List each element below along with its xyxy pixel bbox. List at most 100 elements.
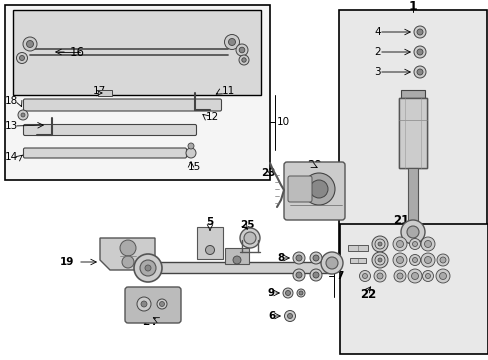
Bar [407,168,417,223]
Text: 13: 13 [5,121,18,131]
Circle shape [325,257,337,269]
Text: 14: 14 [5,152,18,162]
Circle shape [283,288,292,298]
Circle shape [157,299,167,309]
Circle shape [309,252,321,264]
Text: 24: 24 [142,317,156,327]
Circle shape [408,238,420,249]
Circle shape [422,270,433,282]
Circle shape [312,255,318,261]
Circle shape [416,29,422,35]
Circle shape [239,55,248,65]
Circle shape [285,291,290,296]
Circle shape [303,173,334,205]
Circle shape [320,252,342,274]
Circle shape [309,269,321,281]
Circle shape [371,252,387,268]
Circle shape [240,228,260,248]
Circle shape [241,58,245,62]
Circle shape [416,49,422,55]
Text: 20: 20 [306,160,321,170]
Text: 18: 18 [5,96,18,106]
Circle shape [228,39,235,45]
Circle shape [392,237,406,251]
FancyBboxPatch shape [284,162,345,220]
Bar [398,98,426,168]
Circle shape [400,220,424,244]
Circle shape [134,254,162,282]
Circle shape [239,47,244,53]
FancyBboxPatch shape [23,99,221,111]
Circle shape [295,272,302,278]
Circle shape [396,273,402,279]
Circle shape [396,256,403,264]
Circle shape [295,255,302,261]
Circle shape [412,257,417,262]
Circle shape [298,291,303,295]
Circle shape [20,55,24,60]
Text: 22: 22 [359,288,375,302]
Circle shape [140,260,156,276]
Bar [224,248,248,264]
FancyBboxPatch shape [147,262,332,274]
Circle shape [377,242,381,246]
Circle shape [396,240,403,248]
FancyBboxPatch shape [287,176,311,202]
Text: 19: 19 [60,257,74,267]
Circle shape [145,265,151,271]
Circle shape [420,253,434,267]
Circle shape [424,240,430,248]
Circle shape [376,273,382,279]
Circle shape [185,148,196,158]
Circle shape [205,246,214,255]
Text: 12: 12 [205,112,219,122]
FancyBboxPatch shape [23,148,186,158]
Circle shape [137,297,151,311]
Text: 1: 1 [408,0,417,13]
Text: 10: 10 [276,117,289,127]
Circle shape [425,274,429,279]
Text: 2: 2 [373,47,380,57]
FancyBboxPatch shape [398,98,426,168]
Circle shape [122,256,134,268]
Text: 8: 8 [276,253,284,263]
Bar [13,10,261,95]
Bar [98,90,112,96]
Circle shape [21,113,25,117]
Circle shape [439,257,445,263]
Circle shape [377,258,381,262]
Circle shape [413,66,425,78]
Text: 21: 21 [392,213,408,226]
Text: 3: 3 [373,67,380,77]
Circle shape [407,269,421,283]
FancyBboxPatch shape [23,125,196,135]
Circle shape [371,236,387,252]
Circle shape [26,40,34,48]
Text: 17: 17 [93,86,106,96]
Circle shape [236,44,247,56]
Circle shape [435,269,449,283]
Text: 25: 25 [240,220,254,230]
Circle shape [296,289,305,297]
Bar [197,227,223,259]
Circle shape [406,226,418,238]
Circle shape [292,252,305,264]
Text: 11: 11 [222,86,235,96]
Circle shape [408,255,420,266]
Text: 9: 9 [267,288,275,298]
Circle shape [187,143,194,149]
Circle shape [416,69,422,75]
Text: 23: 23 [261,168,275,178]
Circle shape [120,240,136,256]
Circle shape [292,269,305,281]
Bar [338,10,486,263]
Circle shape [232,256,241,264]
Circle shape [393,270,405,282]
Circle shape [373,270,385,282]
Circle shape [17,53,27,63]
Text: 5: 5 [206,217,213,227]
Circle shape [244,232,256,244]
Bar [349,257,365,262]
Circle shape [412,242,417,247]
Circle shape [309,180,327,198]
